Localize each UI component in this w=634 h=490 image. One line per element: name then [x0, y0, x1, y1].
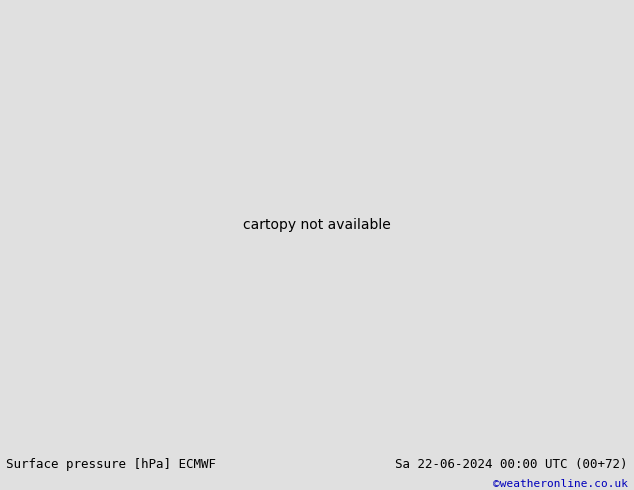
- Text: cartopy not available: cartopy not available: [243, 219, 391, 232]
- Text: Surface pressure [hPa] ECMWF: Surface pressure [hPa] ECMWF: [6, 458, 216, 471]
- Text: ©weatheronline.co.uk: ©weatheronline.co.uk: [493, 479, 628, 489]
- Text: Sa 22-06-2024 00:00 UTC (00+72): Sa 22-06-2024 00:00 UTC (00+72): [395, 458, 628, 471]
